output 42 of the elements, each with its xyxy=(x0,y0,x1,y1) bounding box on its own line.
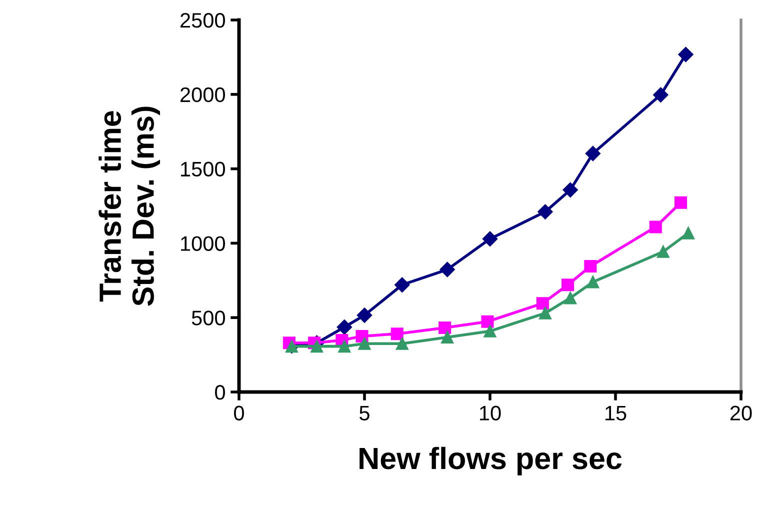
point xyxy=(586,276,600,288)
point xyxy=(390,328,404,340)
point xyxy=(536,297,549,310)
point xyxy=(538,306,552,320)
point xyxy=(562,182,578,198)
point xyxy=(358,337,371,350)
x-tick-label: 0 xyxy=(234,406,244,420)
y-tick-label: 1000 xyxy=(181,236,225,251)
point xyxy=(396,337,408,350)
point xyxy=(653,87,668,102)
y-tick-label: 2500 xyxy=(180,13,225,28)
point xyxy=(538,204,553,220)
y-tick-label: 1500 xyxy=(181,162,225,177)
point xyxy=(649,220,662,234)
point xyxy=(482,231,498,246)
y-axis-title: Transfer time Std. Dev. (ms) xyxy=(98,106,160,306)
x-tick-label: 20 xyxy=(730,406,752,420)
x-tick-label: 5 xyxy=(360,406,370,420)
point xyxy=(678,46,694,62)
point xyxy=(356,308,372,323)
point xyxy=(338,340,351,353)
point xyxy=(584,260,597,273)
point xyxy=(585,146,600,162)
point xyxy=(484,324,496,338)
x-tick-label: 15 xyxy=(606,406,626,420)
y-tick-label: 0 xyxy=(215,385,225,400)
point xyxy=(682,226,695,240)
y-tick-label: 2000 xyxy=(180,87,225,102)
point xyxy=(674,196,688,209)
y-tick-label: 500 xyxy=(192,310,225,326)
x-tick-label: 10 xyxy=(480,406,501,420)
point xyxy=(562,278,574,292)
point xyxy=(336,320,352,335)
point xyxy=(564,292,577,304)
point xyxy=(438,321,452,334)
x-axis-title: New flows per sec xyxy=(360,446,622,476)
point xyxy=(481,315,494,328)
point xyxy=(310,340,324,353)
point xyxy=(394,277,410,292)
point xyxy=(440,262,455,278)
point xyxy=(656,245,670,258)
point xyxy=(441,330,454,344)
